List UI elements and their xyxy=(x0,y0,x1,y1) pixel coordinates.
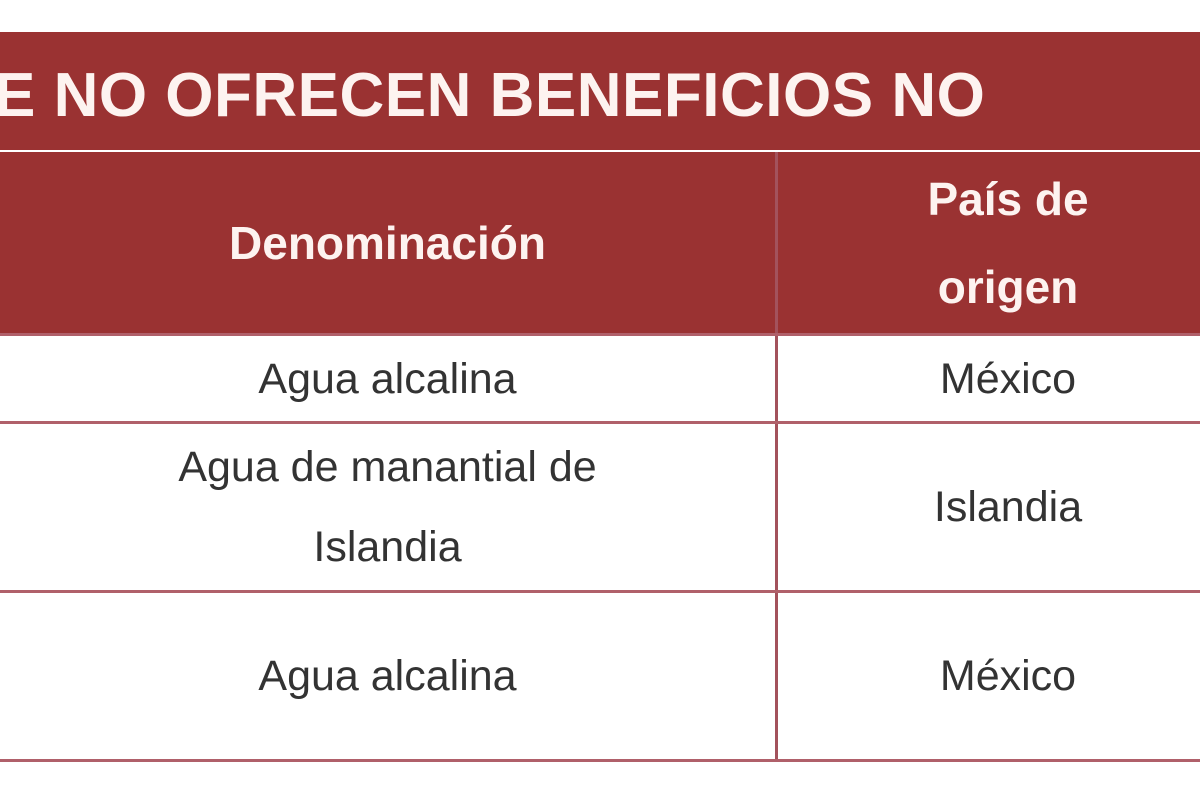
table-title: E NO OFRECEN BENEFICIOS NO xyxy=(0,61,986,130)
cell-denominacion: Agua de manantial de Islandia xyxy=(0,424,775,590)
column-header-pais-label: País de origen xyxy=(927,172,1089,313)
cell-pais: México xyxy=(939,652,1077,700)
row-divider xyxy=(0,333,1200,336)
table-title-banner: E NO OFRECEN BENEFICIOS NO xyxy=(0,32,1200,150)
column-header-pais: País de origen xyxy=(778,152,1200,333)
row-divider xyxy=(0,590,1200,593)
cell-denominacion: Agua alcalina xyxy=(258,652,517,700)
cell-pais: Islandia xyxy=(933,483,1083,531)
row-divider xyxy=(0,421,1200,424)
row-divider xyxy=(0,759,1200,762)
cell-denominacion: Agua alcalina xyxy=(258,354,517,403)
cell-pais: México xyxy=(939,354,1077,403)
cell-text: Agua de manantial de Islandia xyxy=(178,443,597,571)
column-header-denominacion: Denominación xyxy=(0,152,775,333)
column-divider xyxy=(775,152,778,762)
